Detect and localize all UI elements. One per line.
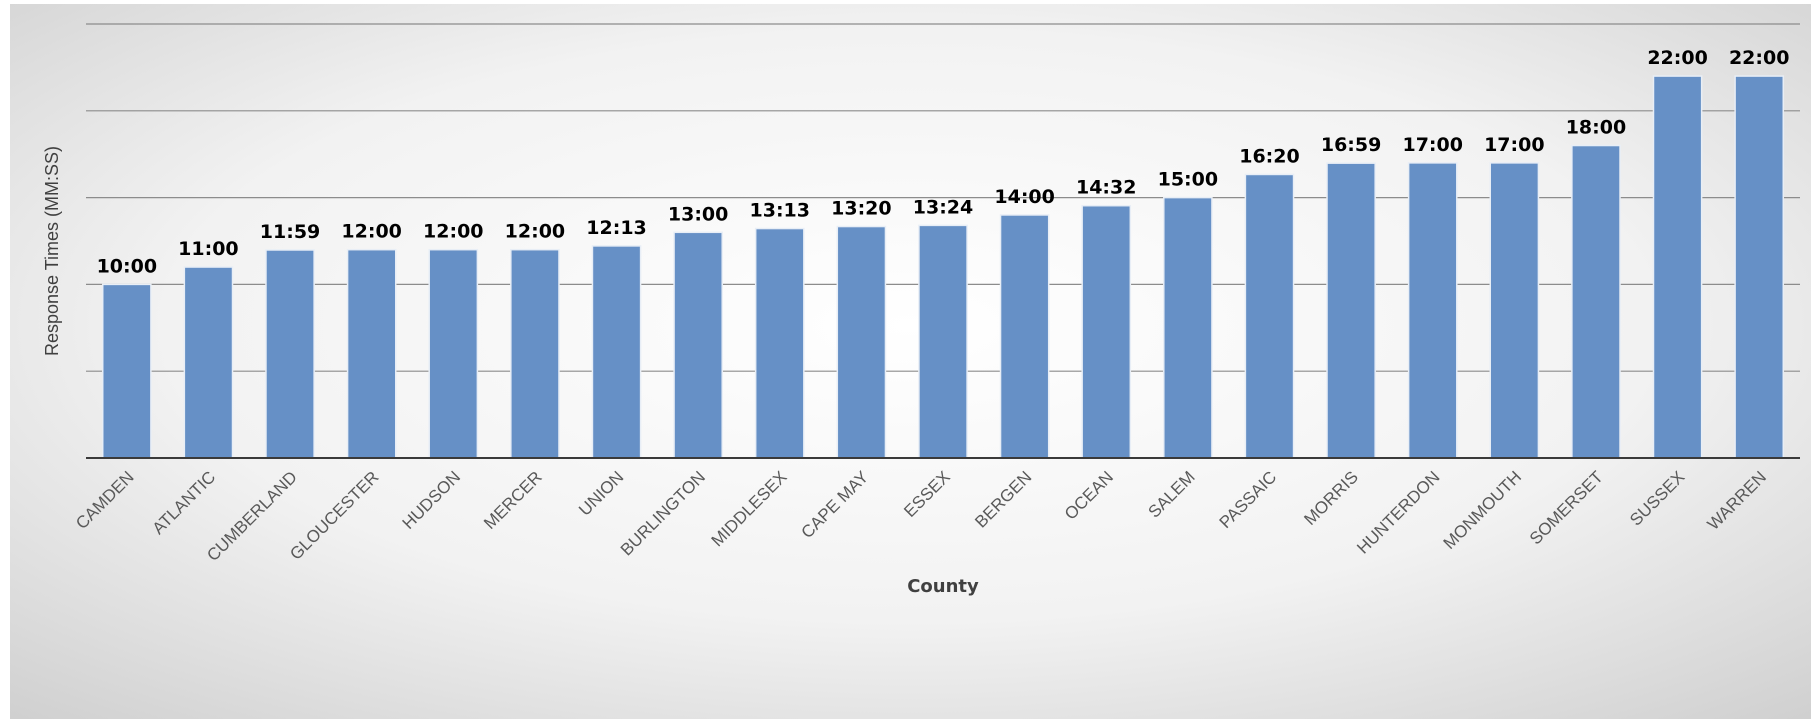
bar-somerset xyxy=(1571,144,1621,459)
data-label: 16:59 xyxy=(1321,134,1381,156)
bar-mercer xyxy=(510,248,560,459)
data-label: 14:32 xyxy=(1076,177,1136,199)
bars xyxy=(101,75,1785,459)
data-label: 13:20 xyxy=(831,198,891,220)
data-label: 17:00 xyxy=(1402,134,1462,156)
bar-bergen xyxy=(999,214,1050,459)
bar-hunterdon xyxy=(1407,162,1458,459)
data-label: 15:00 xyxy=(1158,169,1218,191)
bar-chart: 10:00 11:00 11:59 12:00 12:00 12:00 12:13 13:00… xyxy=(10,4,1811,719)
data-label: 11:59 xyxy=(260,221,320,243)
bar-sussex xyxy=(1652,75,1703,459)
bar-warren xyxy=(1734,75,1785,459)
bar-cumberland xyxy=(265,249,315,459)
data-label: 17:00 xyxy=(1484,134,1544,156)
bar-middlesex xyxy=(754,227,805,459)
bar-hudson xyxy=(428,248,479,459)
bar-salem xyxy=(1163,196,1213,459)
data-labels: 10:00 11:00 11:59 12:00 12:00 12:00 12:13 13:00… xyxy=(97,47,1790,277)
data-label: 10:00 xyxy=(97,255,157,277)
data-label: 16:20 xyxy=(1239,145,1299,167)
data-label: 13:13 xyxy=(750,200,810,222)
data-label: 13:24 xyxy=(913,196,973,218)
bar-camden xyxy=(101,283,152,459)
bar-passaic xyxy=(1244,173,1295,459)
data-label: 11:00 xyxy=(178,238,238,260)
bar-gloucester xyxy=(346,248,397,459)
data-label: 22:00 xyxy=(1647,47,1707,69)
data-label: 12:00 xyxy=(423,221,483,243)
bar-ocean xyxy=(1081,204,1132,459)
bar-union xyxy=(591,245,642,459)
bar-monmouth xyxy=(1489,162,1540,459)
data-label: 13:00 xyxy=(668,203,728,225)
bar-cape-may xyxy=(836,225,887,459)
data-label: 18:00 xyxy=(1566,117,1626,139)
data-label: 12:00 xyxy=(505,221,565,243)
data-label: 14:00 xyxy=(994,186,1054,208)
bar-morris xyxy=(1326,162,1376,459)
y-axis-title: Response Times (MM:SS) xyxy=(42,146,62,356)
data-label: 12:13 xyxy=(586,217,646,239)
data-label: 12:00 xyxy=(341,221,401,243)
chart-frame: 10:00 11:00 11:59 12:00 12:00 12:00 12:13 13:00… xyxy=(10,4,1811,719)
x-axis-title: County xyxy=(907,576,979,597)
bar-essex xyxy=(918,224,968,459)
bar-atlantic xyxy=(183,266,234,459)
bar-burlington xyxy=(673,231,723,459)
data-label: 22:00 xyxy=(1729,47,1789,69)
